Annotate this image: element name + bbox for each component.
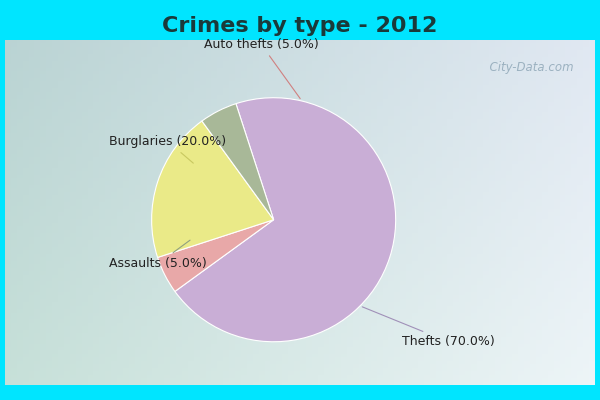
Text: Burglaries (20.0%): Burglaries (20.0%): [109, 135, 227, 163]
Text: Assaults (5.0%): Assaults (5.0%): [109, 240, 207, 270]
Wedge shape: [175, 98, 395, 342]
Text: Auto thefts (5.0%): Auto thefts (5.0%): [204, 38, 319, 98]
Wedge shape: [158, 220, 274, 292]
Wedge shape: [152, 121, 274, 258]
Wedge shape: [202, 104, 274, 220]
Text: Crimes by type - 2012: Crimes by type - 2012: [163, 16, 437, 36]
Text: Thefts (70.0%): Thefts (70.0%): [362, 307, 494, 348]
Text: City-Data.com: City-Data.com: [482, 62, 574, 74]
